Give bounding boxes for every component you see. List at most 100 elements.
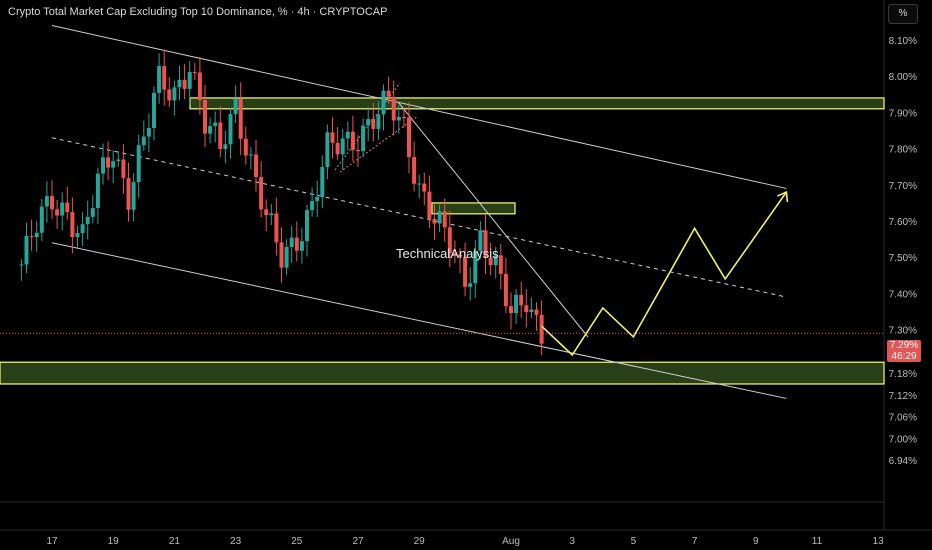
x-tick-label: 9 xyxy=(753,536,759,547)
candle-body xyxy=(447,227,452,254)
candle-body xyxy=(412,157,417,184)
x-tick-label: 5 xyxy=(631,536,637,547)
x-tick-label: Aug xyxy=(502,536,520,547)
candle-body xyxy=(350,131,355,150)
candle-body xyxy=(483,230,488,258)
candle-body xyxy=(152,92,156,128)
candle-body xyxy=(228,114,233,145)
x-tick-label: 19 xyxy=(108,536,120,547)
candle-body xyxy=(473,250,478,284)
candle-body xyxy=(401,116,406,118)
watermark: TechnicalAnalysis xyxy=(396,246,499,261)
candle-body xyxy=(111,161,116,168)
candle-body xyxy=(284,246,289,268)
candle-body xyxy=(371,119,376,129)
candle-body xyxy=(422,183,427,192)
candle-body xyxy=(437,211,442,224)
candle-body xyxy=(299,241,304,251)
candle-body xyxy=(70,212,75,238)
candle-body xyxy=(254,154,258,177)
candle-body xyxy=(106,157,111,168)
candle-body xyxy=(381,90,386,115)
candle-body xyxy=(310,201,315,211)
y-tick-label: 7.50% xyxy=(889,253,917,264)
descending-trendline xyxy=(397,101,589,338)
candle-body xyxy=(509,306,513,314)
candle-body xyxy=(279,242,284,268)
channel-upper-line xyxy=(51,25,787,189)
candle-body xyxy=(539,314,544,344)
last-price-tag: 7.29% 46:29 xyxy=(887,340,921,362)
y-tick-label: 7.70% xyxy=(889,181,917,192)
y-tick-label: 7.30% xyxy=(889,326,917,337)
candle-body xyxy=(534,309,539,315)
candle-body xyxy=(452,253,457,255)
y-tick-label: 7.12% xyxy=(889,391,917,402)
channel-middle-line xyxy=(51,137,787,298)
x-tick-label: 25 xyxy=(291,536,303,547)
candle-body xyxy=(136,145,141,183)
candle-body xyxy=(223,144,228,149)
candle-body xyxy=(172,87,177,101)
candle-body xyxy=(167,89,172,101)
candle-body xyxy=(233,98,238,115)
candle-body xyxy=(427,191,432,219)
candle-body xyxy=(524,305,529,313)
candle-body xyxy=(80,224,85,234)
candle-body xyxy=(95,173,100,209)
y-tick-label: 6.94% xyxy=(889,456,917,467)
candle-body xyxy=(60,202,65,216)
last-price-value: 7.29% xyxy=(889,340,919,351)
candle-body xyxy=(340,138,345,155)
candle-body xyxy=(432,218,437,224)
candle-body xyxy=(269,213,274,216)
candle-body xyxy=(238,98,243,139)
candle-body xyxy=(203,99,207,134)
candle-body xyxy=(50,196,54,210)
candle-body xyxy=(39,206,44,233)
candle-body xyxy=(529,309,534,313)
zone-demand xyxy=(0,361,885,385)
x-tick-label: 29 xyxy=(414,536,426,547)
x-tick-label: 13 xyxy=(873,536,885,547)
candle-body xyxy=(55,209,60,216)
candle-body xyxy=(519,294,524,306)
candle-body xyxy=(146,127,151,137)
candle-body xyxy=(218,122,223,149)
candle-body xyxy=(417,183,422,185)
candle-body xyxy=(65,202,70,213)
candle-body xyxy=(503,273,508,307)
candle-body xyxy=(305,210,309,242)
x-tick-label: 3 xyxy=(569,536,575,547)
candle-body xyxy=(177,79,182,88)
candle-body xyxy=(386,90,391,97)
x-tick-label: 11 xyxy=(812,536,823,547)
candle-body xyxy=(101,157,105,174)
x-tick-label: 21 xyxy=(169,536,181,547)
candle-body xyxy=(213,122,218,127)
candle-body xyxy=(192,71,197,73)
candle-body xyxy=(391,96,396,121)
candle-body xyxy=(320,167,325,197)
y-tick-label: 7.40% xyxy=(889,289,917,300)
candle-body xyxy=(116,159,121,162)
y-tick-label: 7.00% xyxy=(889,434,917,445)
candle-body xyxy=(248,154,253,156)
candle-body xyxy=(157,66,162,93)
projection-arrowhead xyxy=(777,190,789,203)
percent-scale-button[interactable]: % xyxy=(888,4,918,24)
candle-body xyxy=(141,136,146,146)
candle-body xyxy=(488,257,493,266)
x-tick-label: 23 xyxy=(230,536,242,547)
bar-countdown: 46:29 xyxy=(891,351,917,362)
candle-body xyxy=(335,142,340,155)
candle-body xyxy=(274,213,279,243)
y-tick-label: 7.90% xyxy=(889,108,917,119)
candle-body xyxy=(345,131,350,139)
candle-body xyxy=(29,236,34,238)
candle-body xyxy=(366,119,371,126)
candle-body xyxy=(34,232,39,238)
zone-mid xyxy=(431,202,516,215)
candle-body xyxy=(463,256,468,287)
